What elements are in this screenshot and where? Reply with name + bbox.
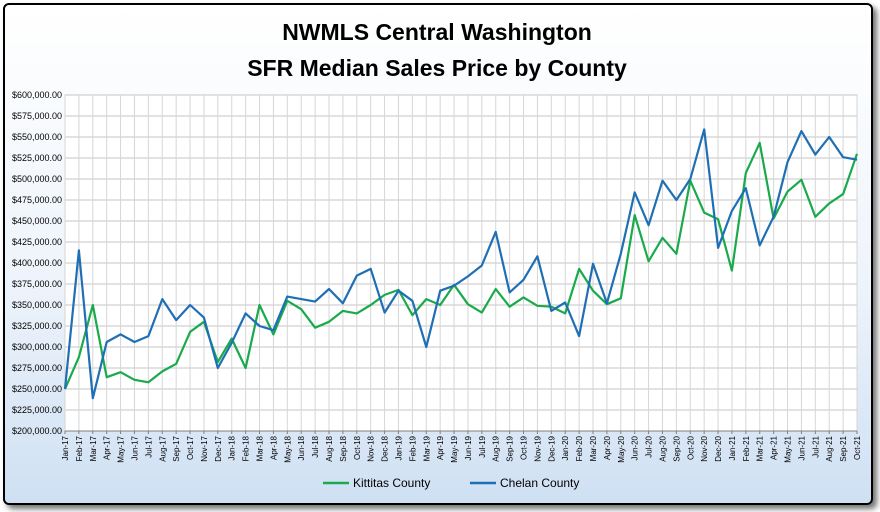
x-tick-label: Jan-20: [561, 435, 570, 460]
x-tick-label: Feb-21: [742, 435, 751, 461]
x-tick-label: Feb-18: [242, 435, 251, 461]
x-tick-label: Nov-20: [700, 435, 709, 461]
x-tick-label: Aug-21: [825, 435, 834, 461]
x-tick-label: Aug-19: [492, 435, 501, 461]
y-tick-label: $450,000.00: [12, 216, 62, 226]
x-tick-label: Feb-19: [408, 435, 417, 461]
series-layer: [63, 128, 859, 400]
x-tick-label: Jul-20: [645, 435, 654, 457]
x-tick-label: Nov-19: [533, 435, 542, 461]
legend-label-chelan: Chelan County: [500, 476, 579, 490]
series-line-chelan: [63, 128, 858, 400]
x-tick-label: Mar-18: [256, 435, 265, 461]
x-tick-label: Nov-18: [367, 435, 376, 461]
x-tick-label: May-21: [784, 435, 793, 462]
chart-frame: NWMLS Central Washington SFR Median Sale…: [3, 3, 873, 505]
x-tick-label: Sep-18: [339, 435, 348, 461]
x-tick-label: Jul-21: [811, 435, 820, 457]
chart-title-line-2: SFR Median Sales Price by County: [247, 55, 627, 81]
x-tick-label: Apr-21: [770, 435, 779, 460]
y-tick-label: $200,000.00: [12, 426, 62, 436]
x-tick-label: Aug-20: [658, 435, 667, 461]
x-tick-label: Oct-21: [853, 435, 862, 460]
y-tick-label: $300,000.00: [12, 342, 62, 352]
grid-layer: [64, 94, 858, 434]
x-tick-label: Jan-17: [61, 435, 70, 460]
x-tick-label: Mar-20: [589, 435, 598, 461]
x-tick-label: Sep-21: [839, 435, 848, 461]
y-tick-layer: $200,000.00 $225,000.00 $250,000.00 $275,00…: [12, 90, 62, 436]
x-tick-label: Dec-20: [714, 435, 723, 461]
x-tick-label: Oct-17: [186, 435, 195, 460]
y-tick-label: $250,000.00: [12, 384, 62, 394]
x-tick-label: Jul-17: [144, 435, 153, 457]
legend: Kittitas County Chelan County: [323, 476, 579, 490]
x-tick-label: Oct-20: [686, 435, 695, 460]
x-tick-label: Jan-19: [394, 435, 403, 460]
x-tick-label: Jun-17: [130, 435, 139, 460]
x-tick-label: Jun-18: [297, 435, 306, 460]
x-tick-label: Nov-17: [200, 435, 209, 461]
chart-title-line-1: NWMLS Central Washington: [282, 19, 592, 45]
x-tick-label: Mar-19: [422, 435, 431, 461]
y-tick-label: $525,000.00: [12, 153, 62, 163]
y-tick-label: $375,000.00: [12, 279, 62, 289]
x-tick-label: May-17: [117, 435, 126, 462]
x-tick-label: Jul-18: [311, 435, 320, 457]
series-line-kittitas: [63, 141, 859, 390]
y-tick-label: $550,000.00: [12, 132, 62, 142]
y-tick-label: $225,000.00: [12, 405, 62, 415]
legend-label-kittitas: Kittitas County: [353, 476, 430, 490]
x-tick-label: Jan-21: [728, 435, 737, 460]
x-tick-label: Apr-18: [269, 435, 278, 460]
x-tick-label: Jun-19: [464, 435, 473, 460]
x-tick-layer: Jan-17 Feb-17 Mar-17 Apr-17 May-17 Jun-17 Jul-…: [61, 435, 862, 462]
x-tick-label: Feb-20: [575, 435, 584, 461]
y-tick-label: $425,000.00: [12, 237, 62, 247]
x-tick-label: Jun-21: [797, 435, 806, 460]
x-tick-label: Apr-20: [603, 435, 612, 460]
x-tick-label: Dec-17: [214, 435, 223, 461]
x-tick-label: Dec-18: [381, 435, 390, 461]
x-tick-label: Sep-17: [172, 435, 181, 461]
x-tick-label: Mar-17: [89, 435, 98, 461]
x-tick-label: Aug-18: [325, 435, 334, 461]
x-tick-label: Jan-18: [228, 435, 237, 460]
y-tick-label: $500,000.00: [12, 174, 62, 184]
x-tick-label: May-20: [617, 435, 626, 462]
x-tick-label: Oct-18: [353, 435, 362, 460]
y-tick-label: $575,000.00: [12, 111, 62, 121]
x-tick-label: Dec-19: [547, 435, 556, 461]
x-tick-label: Jul-19: [478, 435, 487, 457]
y-tick-label: $275,000.00: [12, 363, 62, 373]
y-tick-label: $475,000.00: [12, 195, 62, 205]
x-tick-label: Apr-19: [436, 435, 445, 460]
y-tick-label: $325,000.00: [12, 321, 62, 331]
y-tick-label: $350,000.00: [12, 300, 62, 310]
x-tick-label: Sep-20: [672, 435, 681, 461]
x-tick-label: May-19: [450, 435, 459, 462]
y-tick-label: $400,000.00: [12, 258, 62, 268]
x-tick-label: Sep-19: [506, 435, 515, 461]
x-tick-label: May-18: [283, 435, 292, 462]
x-tick-label: Aug-17: [158, 435, 167, 461]
x-tick-label: Apr-17: [103, 435, 112, 460]
x-tick-label: Feb-17: [75, 435, 84, 461]
y-tick-label: $600,000.00: [12, 90, 62, 100]
x-tick-label: Oct-19: [520, 435, 529, 460]
x-tick-label: Mar-21: [756, 435, 765, 461]
x-tick-label: Jun-20: [631, 435, 640, 460]
chart-svg: NWMLS Central Washington SFR Median Sale…: [12, 19, 862, 490]
